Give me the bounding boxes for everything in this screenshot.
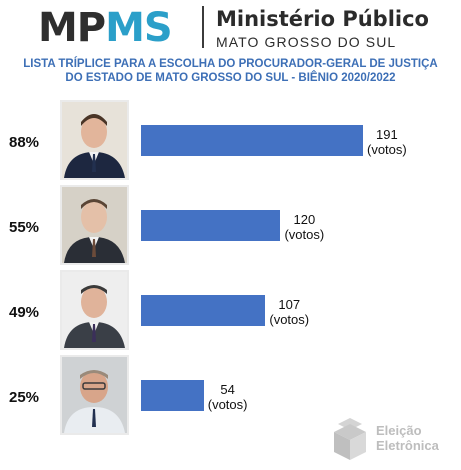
value-unit-3: (votos) [269,312,310,327]
bar-3 [141,295,266,326]
person-portrait-icon [62,102,127,178]
chart-title-line-1: LISTA TRÍPLICE PARA A ESCOLHA DO PROCURA… [23,58,438,70]
eleicao-eletronica-watermark: Eleição Eletrônica [330,414,450,464]
org-subtitle: MATO GROSSO DO SUL [216,34,397,50]
mpms-logo: MPMS [38,5,173,51]
value-label-4: 54 (votos) [208,382,248,412]
value-unit-2: (votos) [284,227,325,242]
logo-mp-text: MP [38,5,106,51]
watermark-line-1: Eleição [376,423,422,438]
value-number-4: 54 [220,382,235,397]
person-portrait-icon [62,272,127,348]
chart-title: LISTA TRÍPLICE PARA A ESCOLHA DO PROCURA… [0,57,461,85]
candidate-photo-4 [60,355,129,435]
header-divider [202,6,204,48]
watermark-text: Eleição Eletrônica [376,423,439,453]
candidate-photo-1 [60,100,129,180]
value-unit-4: (votos) [207,397,248,412]
value-label-3: 107 (votos) [269,297,309,327]
percent-label-4: 25% [9,389,40,406]
value-unit-1: (votos) [367,142,407,157]
bar-1 [141,125,363,156]
person-portrait-icon [62,187,127,263]
person-portrait-icon [62,357,127,433]
percent-label-2: 55% [9,219,40,236]
value-number-1: 191 [376,127,398,142]
watermark-line-2: Eletrônica [376,438,439,453]
org-name: Ministério Público [216,7,429,31]
value-number-2: 120 [293,212,316,227]
chart-title-line-2: DO ESTADO DE MATO GROSSO DO SUL - BIÊNIO… [65,72,396,84]
percent-label-1: 88% [9,134,40,151]
candidate-photo-3 [60,270,129,350]
value-label-2: 120 (votos) [284,212,324,242]
logo-ms-text: MS [105,5,173,51]
header: MPMS Ministério Público MATO GROSSO DO S… [0,0,461,56]
value-label-1: 191 (votos) [367,127,407,157]
percent-label-3: 49% [9,304,40,321]
value-number-3: 107 [278,297,301,312]
bar-2 [141,210,281,241]
candidate-photo-2 [60,185,129,265]
bar-4 [141,380,204,411]
ballot-box-icon [334,418,366,460]
